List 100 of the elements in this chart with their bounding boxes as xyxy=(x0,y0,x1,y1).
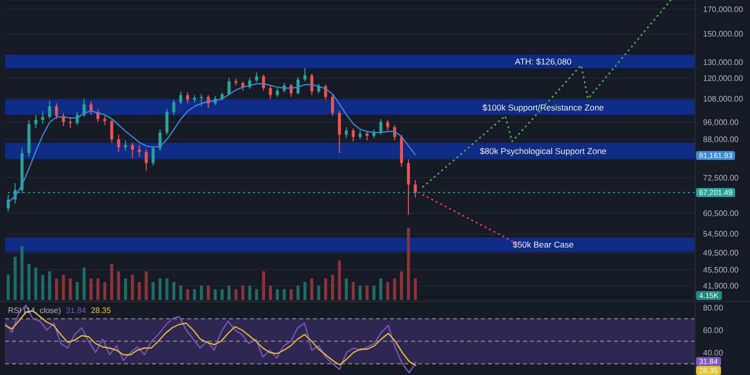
bar xyxy=(241,286,244,300)
candlestick xyxy=(103,115,106,126)
bar xyxy=(386,282,390,300)
bar xyxy=(310,278,314,300)
bar xyxy=(41,274,44,300)
candlestick xyxy=(379,118,382,136)
line-series xyxy=(422,0,672,188)
y-tick-label: 72,500.00 xyxy=(703,173,740,182)
candlestick xyxy=(138,144,141,158)
bar xyxy=(324,278,328,300)
bar xyxy=(117,271,120,300)
bar xyxy=(186,289,190,300)
candlestick xyxy=(406,158,410,216)
bar xyxy=(27,264,30,300)
bar xyxy=(214,289,217,300)
bar xyxy=(172,282,176,300)
line-series xyxy=(4,304,417,374)
bar xyxy=(96,278,100,300)
bar xyxy=(220,289,224,300)
bar xyxy=(379,278,382,300)
bar xyxy=(110,264,114,300)
bar xyxy=(393,278,396,300)
bar xyxy=(400,271,404,300)
bar xyxy=(406,228,410,300)
y-tick-label: 60.00 xyxy=(703,326,724,335)
bar xyxy=(6,274,10,300)
bar xyxy=(76,282,79,300)
bar xyxy=(282,289,286,300)
candlestick xyxy=(268,84,272,100)
bar xyxy=(144,271,148,300)
band-label: $80k Psychological Support Zone xyxy=(480,146,607,156)
candlestick xyxy=(152,146,155,166)
candlestick xyxy=(186,92,190,104)
bar xyxy=(317,286,320,300)
bar xyxy=(103,282,106,300)
bar xyxy=(165,278,168,300)
y-tick-label: 108,000.00 xyxy=(703,94,744,104)
bar xyxy=(193,289,196,300)
bar xyxy=(372,286,376,300)
y-tick-label: 54,500.00 xyxy=(703,230,740,239)
candlestick xyxy=(255,72,258,83)
candlestick xyxy=(130,142,134,159)
bar xyxy=(200,286,203,300)
bar xyxy=(303,282,306,300)
candlestick xyxy=(172,99,176,116)
y-tick-label: 40.00 xyxy=(703,348,724,358)
candlestick xyxy=(200,94,203,107)
bar xyxy=(344,278,348,300)
bar xyxy=(34,268,38,300)
annotation: 31.84 xyxy=(66,306,86,315)
bar xyxy=(352,282,355,300)
candlestick xyxy=(352,128,355,142)
candlestick xyxy=(144,149,148,172)
bar xyxy=(338,260,341,300)
bar xyxy=(234,289,238,300)
bar xyxy=(82,268,86,300)
bar xyxy=(62,274,65,300)
bar xyxy=(179,286,182,300)
bar xyxy=(366,286,369,300)
bar xyxy=(296,286,300,300)
y-tick-label: 80.00 xyxy=(703,303,724,312)
candlestick xyxy=(110,119,114,144)
bar xyxy=(276,289,279,300)
bar xyxy=(414,278,417,300)
candlestick xyxy=(393,124,396,141)
bar xyxy=(55,278,58,300)
bar xyxy=(262,271,266,300)
y-tick-label: 130,000.00 xyxy=(703,58,744,67)
bar xyxy=(90,278,93,300)
bar xyxy=(290,289,293,300)
band-label: $100k Support/Resistance Zone xyxy=(482,102,604,112)
candlestick xyxy=(338,110,341,154)
bar xyxy=(158,278,162,300)
band-label: ATH: $126,080 xyxy=(514,56,572,66)
candlestick xyxy=(34,114,38,129)
y-tick-label: 120,000.00 xyxy=(703,74,744,83)
bar xyxy=(68,278,72,300)
bar xyxy=(20,246,24,300)
y-tick-label: 60,500.00 xyxy=(703,209,740,218)
bar xyxy=(248,286,252,300)
bar xyxy=(152,282,155,300)
candlestick xyxy=(48,100,52,120)
candlestick xyxy=(303,68,306,82)
candlestick xyxy=(344,126,348,139)
candlestick xyxy=(310,73,314,96)
candlestick xyxy=(41,110,44,125)
candlestick xyxy=(414,180,417,198)
y-tick-label: 88,000.00 xyxy=(703,135,740,144)
bar xyxy=(255,289,258,300)
y-tick-label: 170,000.00 xyxy=(703,4,744,14)
bar xyxy=(331,274,334,300)
y-tick-label: 150,000.00 xyxy=(703,30,744,39)
y-tick-label: 45,500.00 xyxy=(703,265,740,274)
y-tick-label: 96,000.00 xyxy=(703,118,740,127)
y-tick-label: 49,500.00 xyxy=(703,248,740,258)
bar xyxy=(130,274,134,300)
candlestick xyxy=(68,116,72,129)
candlestick xyxy=(386,119,390,131)
candlestick xyxy=(117,134,120,152)
band-label: $50k Bear Case xyxy=(512,240,574,250)
